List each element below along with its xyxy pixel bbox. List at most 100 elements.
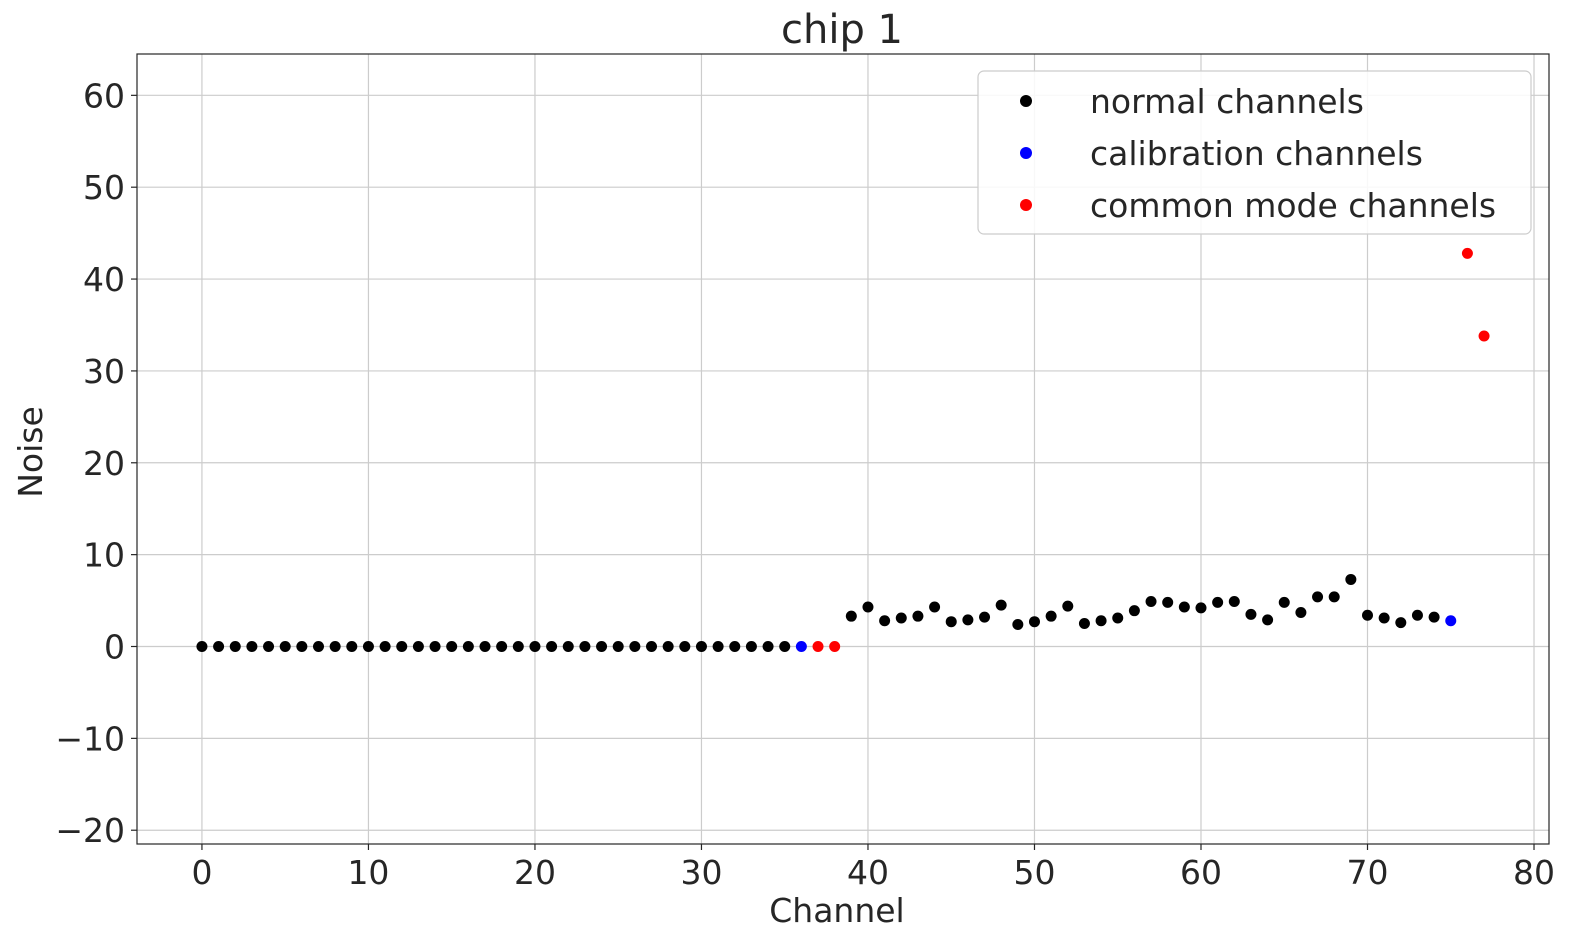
normal-channels-point	[729, 641, 741, 652]
normal-channels-point	[213, 641, 225, 652]
y-tick-label: 20	[83, 444, 125, 483]
y-tick-label: 30	[83, 352, 125, 391]
legend-box	[977, 70, 1532, 235]
normal-channels-point	[629, 641, 641, 652]
x-tick-label: 0	[191, 853, 212, 892]
normal-channels-point	[596, 641, 608, 652]
normal-channels-point	[862, 601, 874, 613]
legend-marker-common-mode-channels	[1020, 199, 1032, 211]
normal-channels-point	[196, 641, 208, 652]
y-tick-label: −10	[55, 719, 125, 758]
common-mode-channels-point	[829, 641, 841, 652]
normal-channels-point	[1345, 573, 1357, 585]
normal-channels-point	[662, 641, 674, 652]
normal-channels-point	[512, 641, 524, 652]
normal-channels-point	[995, 599, 1007, 611]
normal-channels-point	[646, 641, 658, 652]
normal-channels-point	[229, 641, 241, 652]
normal-channels-point	[1312, 591, 1324, 603]
normal-channels-point	[1228, 595, 1240, 607]
normal-channels-point	[929, 601, 941, 613]
normal-channels-point	[1411, 609, 1423, 621]
normal-channels-point	[879, 615, 891, 627]
normal-channels-point	[296, 641, 308, 652]
data-points	[196, 247, 1490, 652]
y-tick-label: −20	[55, 811, 125, 850]
normal-channels-point	[1362, 609, 1374, 621]
normal-channels-point	[312, 641, 324, 652]
normal-channels-point	[695, 641, 707, 652]
normal-channels-point	[679, 641, 691, 652]
normal-channels-point	[1112, 612, 1124, 624]
common-mode-channels-point	[812, 641, 824, 652]
normal-channels-point	[362, 641, 374, 652]
normal-channels-point	[1045, 610, 1057, 622]
y-tick-label: 40	[83, 260, 125, 299]
x-axis-ticks: 0 10 20 30 40 50 60 70 80	[191, 844, 1555, 892]
y-tick-label: 10	[83, 536, 125, 575]
normal-channels-point	[1378, 612, 1390, 624]
common-mode-channels-point	[1461, 247, 1473, 259]
x-tick-label: 30	[680, 853, 722, 892]
normal-channels-point	[346, 641, 358, 652]
normal-channels-point	[712, 641, 724, 652]
normal-channels-point	[379, 641, 391, 652]
legend-label-normal-channels: normal channels	[1090, 82, 1364, 121]
normal-channels-point	[1078, 618, 1090, 630]
calibration-channels-point	[1445, 615, 1457, 627]
normal-channels-point	[263, 641, 275, 652]
x-tick-label: 40	[847, 853, 889, 892]
x-tick-label: 10	[347, 853, 389, 892]
normal-channels-point	[562, 641, 574, 652]
normal-channels-point	[1012, 618, 1024, 630]
x-tick-label: 70	[1347, 853, 1389, 892]
legend-marker-normal-channels	[1020, 95, 1032, 107]
normal-channels-point	[429, 641, 441, 652]
normal-channels-point	[1262, 614, 1274, 626]
normal-channels-point	[1278, 596, 1290, 608]
normal-channels-point	[1295, 607, 1307, 619]
y-tick-label: 0	[104, 628, 125, 667]
normal-channels-point	[762, 641, 774, 652]
normal-channels-point	[745, 641, 757, 652]
normal-channels-point	[1428, 611, 1440, 623]
legend: normal channels calibration channels commo…	[977, 70, 1532, 235]
normal-channels-point	[895, 612, 907, 624]
legend-label-common-mode-channels: common mode channels	[1090, 186, 1496, 225]
normal-channels-point	[462, 641, 474, 652]
normal-channels-point	[529, 641, 541, 652]
x-tick-label: 80	[1513, 853, 1555, 892]
legend-marker-calibration-channels	[1020, 147, 1032, 159]
plot-frame	[136, 53, 1550, 845]
normal-channels-point	[329, 641, 341, 652]
normal-channels-point	[612, 641, 624, 652]
normal-channels-point	[546, 641, 558, 652]
normal-channels-point	[912, 610, 924, 622]
normal-channels-point	[412, 641, 424, 652]
normal-channels-point	[246, 641, 258, 652]
normal-channels-point	[1395, 617, 1407, 629]
y-axis-ticks: −20 −10 0 10 20 30 40 50 60	[55, 76, 137, 850]
normal-channels-point	[962, 614, 974, 626]
chart-title: chip 1	[781, 7, 903, 53]
normal-channels-point	[1062, 600, 1074, 612]
normal-channels-point	[1162, 596, 1174, 608]
normal-channels-point	[479, 641, 491, 652]
x-tick-label: 60	[1180, 853, 1222, 892]
x-axis-label: Channel	[769, 891, 904, 930]
normal-channels-point	[396, 641, 408, 652]
normal-channels-point	[1128, 605, 1140, 617]
normal-channels-point	[1328, 591, 1340, 603]
normal-channels-point	[1095, 615, 1107, 627]
normal-channels-point	[1028, 616, 1040, 628]
normal-channels-point	[845, 610, 857, 622]
normal-channels-point	[1178, 601, 1190, 613]
x-tick-label: 20	[514, 853, 556, 892]
normal-channels-point	[945, 616, 957, 628]
common-mode-channels-point	[1478, 330, 1490, 342]
normal-channels-point	[979, 611, 991, 623]
normal-channels-point	[779, 641, 791, 652]
normal-channels-point	[1212, 596, 1224, 608]
normal-channels-point	[1245, 608, 1257, 620]
